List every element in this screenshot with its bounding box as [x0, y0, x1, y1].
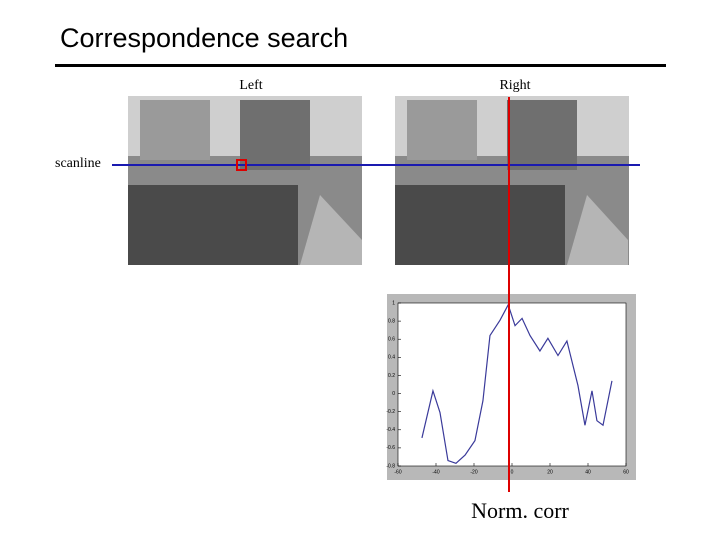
- plot: -0.8 -0.6 -0.4 -0.2 0 0.2 0.4 0.6 0.8 1 -60 -40 -20 0…: [386, 300, 629, 475]
- x-tick-label: 40: [585, 469, 591, 475]
- x-tick-label: -20: [470, 469, 477, 475]
- x-tick-label: 20: [547, 469, 553, 475]
- y-tick-label: -0.6: [386, 445, 395, 451]
- y-tick-label: -0.4: [386, 427, 395, 433]
- y-tick-label: -0.8: [386, 463, 395, 469]
- title-rule: [55, 64, 666, 67]
- y-tick-label: -0.2: [386, 409, 395, 415]
- y-tick-label: 0: [392, 391, 395, 397]
- left-label: Left: [239, 78, 262, 93]
- correlation-curve: [421, 303, 613, 464]
- x-tick-label: -40: [432, 469, 439, 475]
- match-window: [236, 159, 247, 171]
- x-tick-label: -60: [394, 469, 401, 475]
- plot-label: Norm. corr: [471, 498, 569, 523]
- x-tick-label: 60: [623, 469, 629, 475]
- y-tick-label: 0.4: [388, 355, 395, 361]
- right-image: [395, 96, 629, 265]
- x-tick-label: 0: [511, 469, 514, 475]
- y-tick-label: 0.8: [388, 318, 395, 324]
- scanline-label: scanline: [55, 156, 101, 171]
- y-tick-label: 0.2: [388, 373, 395, 379]
- plot-area: [397, 302, 627, 467]
- left-image: [128, 96, 362, 265]
- right-label: Right: [499, 78, 530, 93]
- slide-title: Correspondence search: [60, 23, 348, 53]
- y-tick-label: 0.6: [388, 337, 395, 343]
- y-tick-label: 1: [392, 300, 395, 306]
